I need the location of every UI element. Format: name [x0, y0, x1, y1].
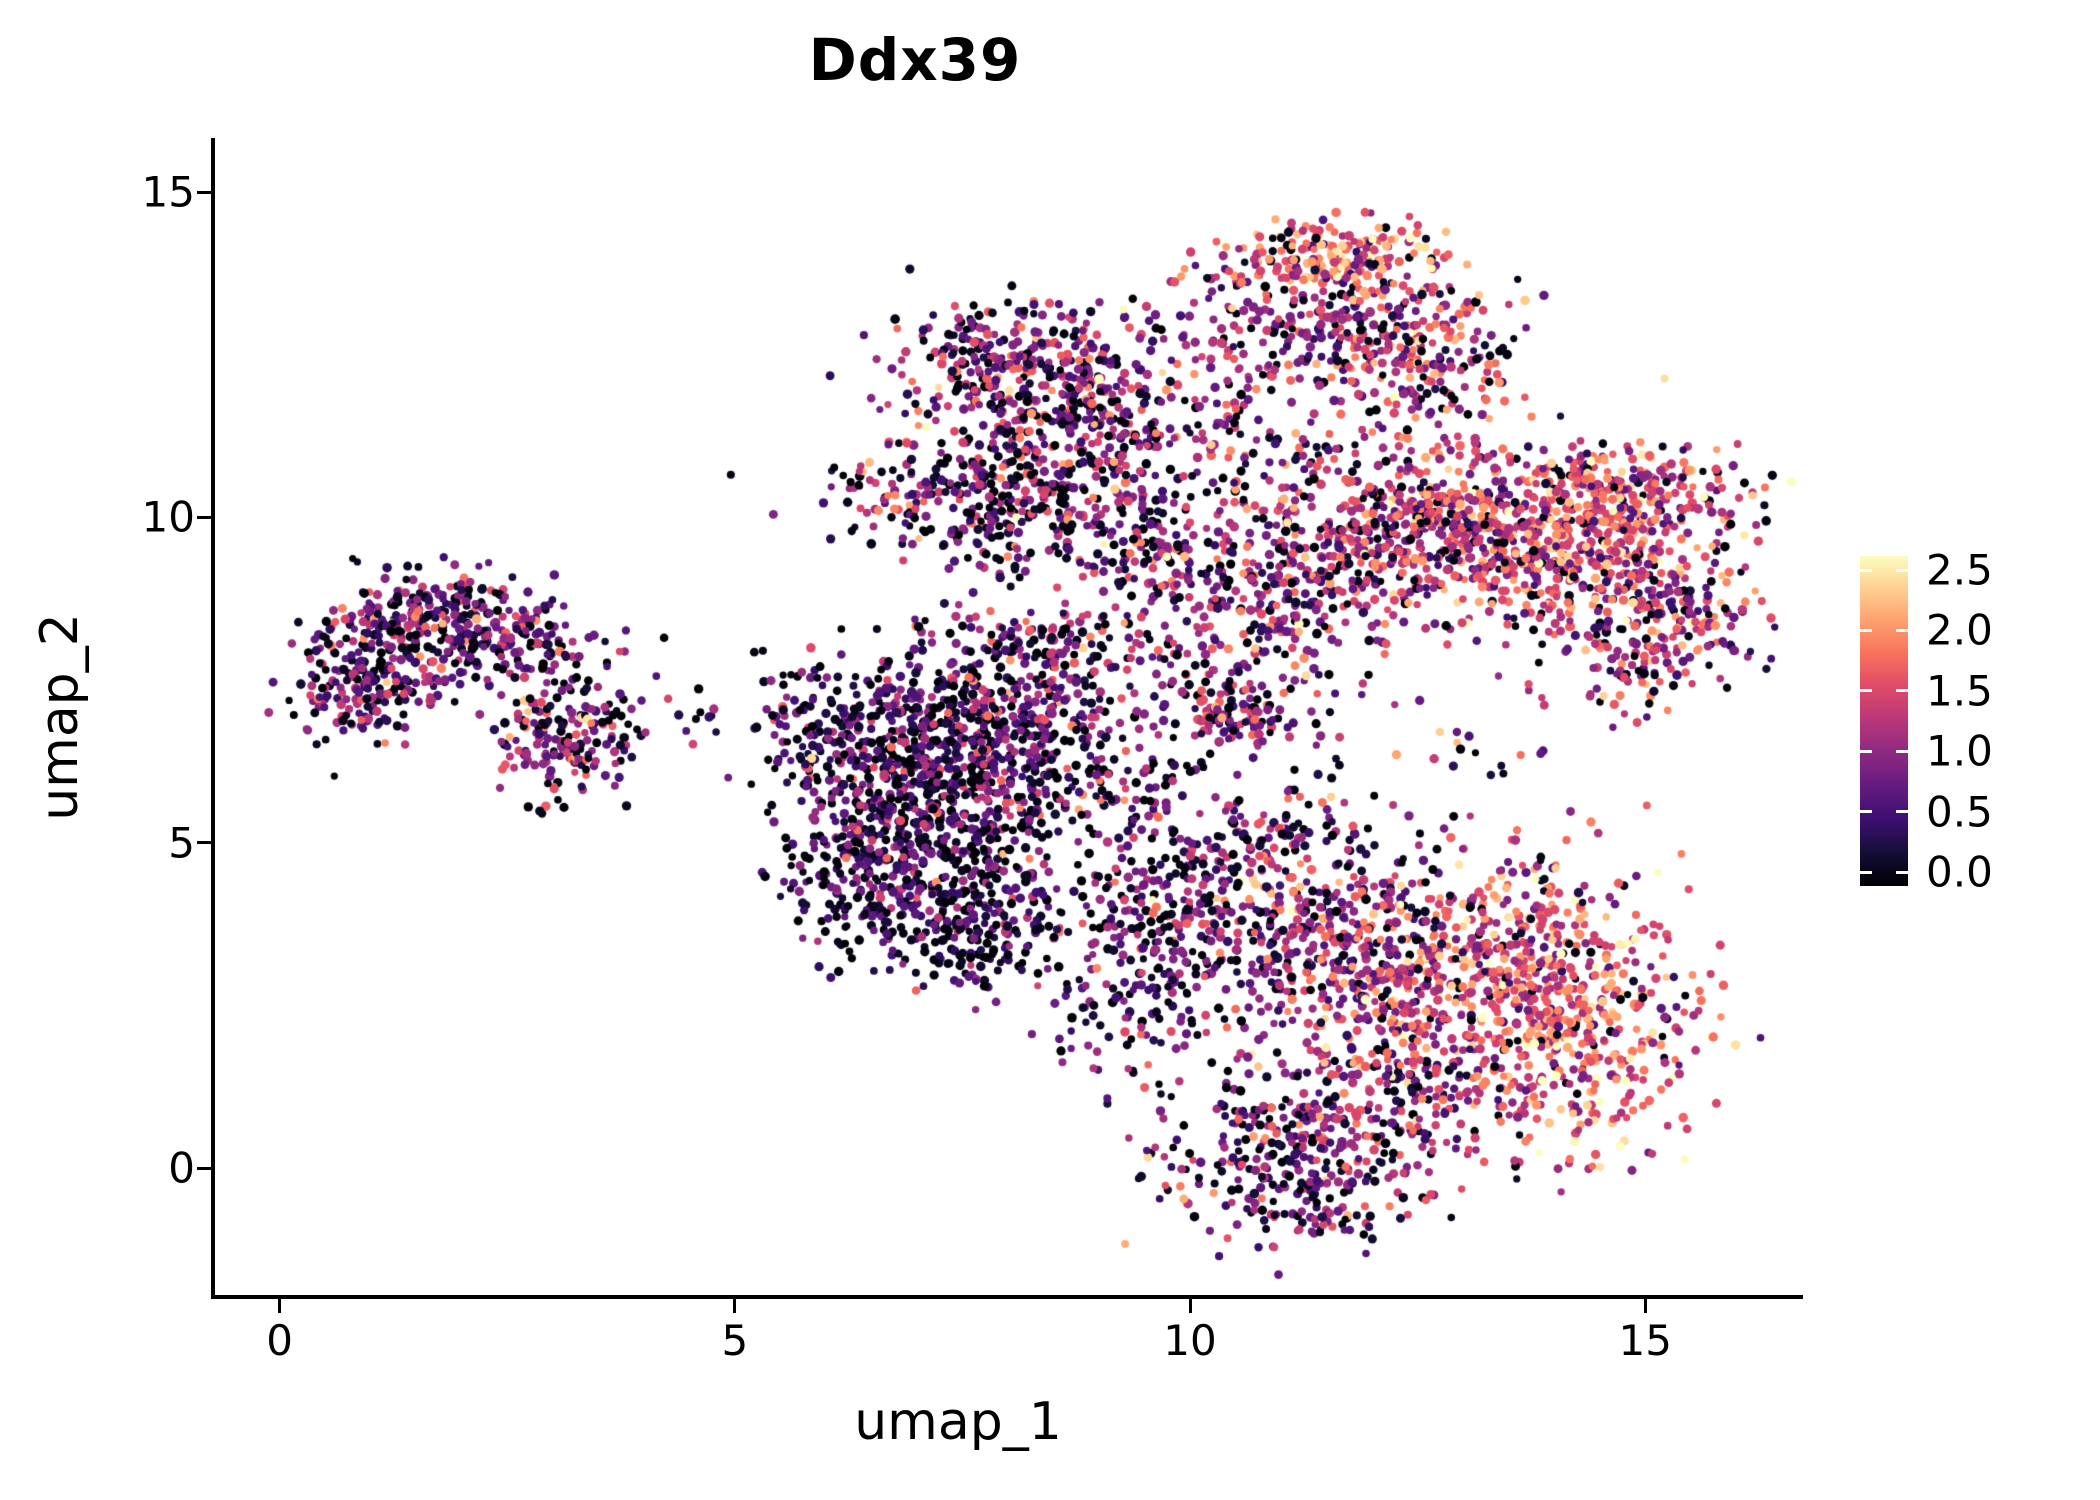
colorbar-tick-label: 2.5	[1926, 545, 1993, 595]
colorbar-tick-mark	[1896, 749, 1908, 753]
colorbar-tick-mark	[1860, 628, 1872, 632]
colorbar-tick-mark	[1860, 568, 1872, 572]
colorbar-tick-mark	[1896, 628, 1908, 632]
x-tick-label: 10	[1163, 1316, 1217, 1365]
y-tick-label: 0	[168, 1143, 195, 1193]
y-tick-label: 5	[168, 818, 195, 868]
y-tick-label: 15	[141, 167, 195, 217]
colorbar-tick-mark	[1860, 689, 1872, 693]
colorbar-tick-label: 1.5	[1926, 666, 1993, 716]
colorbar-tick-mark	[1896, 689, 1908, 693]
y-tick-mark	[197, 190, 211, 194]
x-tick-mark	[1643, 1299, 1647, 1313]
y-axis-line	[211, 138, 215, 1299]
plot-title: Ddx39	[808, 26, 1022, 94]
colorbar-tick-mark	[1860, 870, 1872, 874]
colorbar-tick-mark	[1860, 749, 1872, 753]
x-tick-mark	[278, 1299, 282, 1313]
colorbar-tick-label: 0.5	[1926, 787, 1993, 837]
colorbar-tick-label: 1.0	[1926, 726, 1993, 776]
x-tick-label: 0	[266, 1316, 293, 1365]
colorbar-tick-mark	[1896, 810, 1908, 814]
plot-area	[215, 140, 1800, 1295]
colorbar-gradient	[1860, 556, 1908, 886]
colorbar-legend: 2.5 2.0 1.5 1.0 0.5 0.0	[1860, 546, 2100, 897]
x-tick-label: 5	[721, 1316, 749, 1365]
x-axis-line	[211, 1295, 1803, 1299]
scatter-canvas	[215, 140, 1800, 1295]
x-tick-mark	[1188, 1299, 1192, 1313]
colorbar-tick-mark	[1860, 810, 1872, 814]
x-tick-label: 15	[1618, 1316, 1672, 1365]
y-tick-mark	[197, 1166, 211, 1170]
y-tick-label: 10	[141, 492, 195, 542]
colorbar-tick-mark	[1896, 568, 1908, 572]
colorbar-tick-label: 0.0	[1926, 847, 1993, 897]
y-axis-label: umap_2	[30, 613, 90, 821]
x-axis-label: umap_1	[854, 1392, 1062, 1452]
colorbar-tick-label: 2.0	[1926, 605, 1993, 655]
y-tick-mark	[197, 841, 211, 845]
colorbar-tick-mark	[1896, 870, 1908, 874]
x-tick-mark	[733, 1299, 737, 1313]
y-tick-mark	[197, 515, 211, 519]
